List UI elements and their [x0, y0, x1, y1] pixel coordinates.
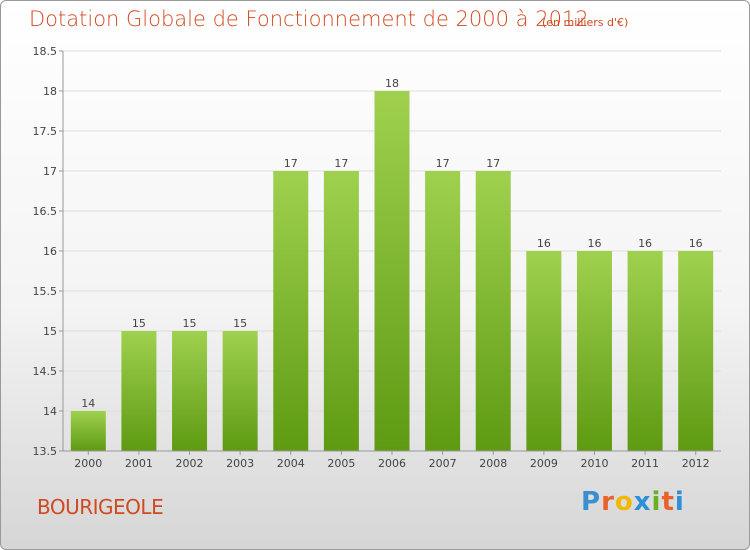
y-tick-label: 18.5 — [33, 45, 58, 58]
data-label-2012: 16 — [689, 237, 703, 250]
y-tick-label: 14 — [43, 405, 57, 418]
x-tick-label-2005: 2005 — [327, 457, 355, 470]
data-label-2008: 17 — [486, 157, 500, 170]
bars — [70, 91, 714, 451]
data-label-2002: 15 — [183, 317, 197, 330]
y-tick-label: 16.5 — [33, 205, 58, 218]
bar-2001 — [121, 331, 157, 451]
bar-2010 — [576, 251, 612, 451]
y-tick-label: 16 — [43, 245, 57, 258]
bar-2003 — [222, 331, 258, 451]
x-tick-label-2001: 2001 — [125, 457, 153, 470]
data-label-2001: 15 — [132, 317, 146, 330]
data-label-2010: 16 — [587, 237, 601, 250]
data-label-2009: 16 — [537, 237, 551, 250]
bar-2011 — [627, 251, 663, 451]
data-label-2003: 15 — [233, 317, 247, 330]
y-tick-label: 17 — [43, 165, 57, 178]
data-label-2004: 17 — [284, 157, 298, 170]
x-tick-label-2006: 2006 — [378, 457, 406, 470]
bar-2002 — [172, 331, 208, 451]
data-label-2006: 18 — [385, 77, 399, 90]
bar-2009 — [526, 251, 562, 451]
y-tick-label: 14.5 — [33, 365, 58, 378]
x-tick-label-2009: 2009 — [530, 457, 558, 470]
data-labels: 14 15 15 15 17 17 18 17 17 16 16 16 16 — [81, 77, 702, 410]
bar-2012 — [678, 251, 714, 451]
y-tick-label: 17.5 — [33, 125, 58, 138]
bar-2008 — [475, 171, 511, 451]
commune-name: BOURIGEOLE — [37, 495, 164, 519]
x-tick-label-2011: 2011 — [631, 457, 659, 470]
bar-2006 — [374, 91, 410, 451]
bar-2005 — [323, 171, 359, 451]
x-tick-label-2010: 2010 — [580, 457, 608, 470]
y-axis-ticks: 13.5 14 14.5 15 15.5 16 16.5 17 17.5 18 18.5 — [33, 45, 63, 458]
x-tick-label-2008: 2008 — [479, 457, 507, 470]
x-tick-label-2000: 2000 — [74, 457, 102, 470]
y-tick-label: 18 — [43, 85, 57, 98]
bar-2007 — [425, 171, 461, 451]
x-tick-label-2002: 2002 — [176, 457, 204, 470]
bar-2000 — [70, 411, 106, 451]
x-tick-label-2012: 2012 — [682, 457, 710, 470]
x-tick-label-2003: 2003 — [226, 457, 254, 470]
x-tick-label-2004: 2004 — [277, 457, 305, 470]
bar-2004 — [273, 171, 309, 451]
data-label-2005: 17 — [334, 157, 348, 170]
chart-subtitle: (en milliers d'€) — [542, 16, 629, 29]
y-tick-label: 15.5 — [33, 285, 58, 298]
data-label-2007: 17 — [436, 157, 450, 170]
x-axis-ticks: 2000 2001 2002 2003 2004 2005 2006 2007 2008 2009… — [74, 451, 710, 470]
proxiti-logo[interactable]: Proxiti — [581, 487, 685, 517]
x-tick-label-2007: 2007 — [429, 457, 457, 470]
data-label-2000: 14 — [81, 397, 95, 410]
chart-title: Dotation Globale de Fonctionnement de 20… — [29, 7, 589, 31]
y-tick-label: 13.5 — [33, 445, 58, 458]
data-label-2011: 16 — [638, 237, 652, 250]
y-tick-label: 15 — [43, 325, 57, 338]
